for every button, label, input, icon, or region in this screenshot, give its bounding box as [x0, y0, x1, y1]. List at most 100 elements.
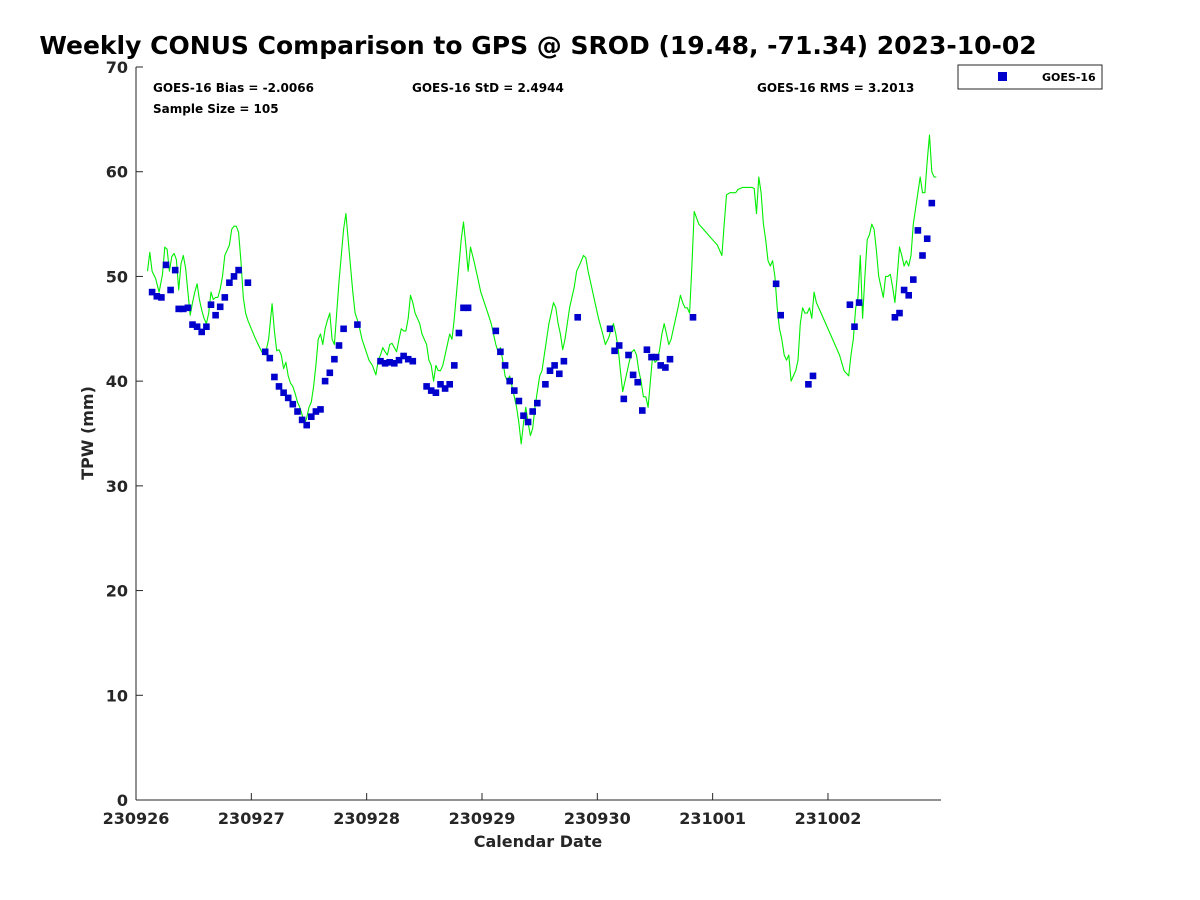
data-point: [511, 387, 518, 394]
data-point: [391, 360, 398, 367]
data-point: [148, 288, 156, 296]
y-tick-label: 50: [106, 267, 128, 286]
data-point: [546, 367, 554, 374]
data-point: [497, 348, 504, 356]
data-point: [244, 279, 252, 286]
data-point: [289, 400, 297, 408]
y-tick-label: 20: [106, 582, 128, 601]
stat-rms: GOES-16 RMS = 3.2013: [757, 81, 914, 95]
data-point: [235, 266, 242, 274]
y-tick-label: 0: [117, 791, 128, 810]
data-point: [326, 369, 334, 377]
data-point: [153, 293, 161, 300]
y-tick-label: 30: [106, 477, 128, 496]
data-point: [377, 357, 384, 365]
data-point: [423, 383, 430, 390]
data-point: [629, 371, 637, 379]
data-point: [226, 279, 233, 286]
data-point: [427, 387, 435, 394]
data-point: [184, 304, 192, 312]
data-point: [524, 418, 532, 426]
data-point: [551, 362, 558, 369]
data-point: [207, 301, 215, 308]
data-point: [180, 305, 187, 313]
data-point: [395, 356, 403, 364]
stat-sample-size: Sample Size = 105: [153, 102, 279, 116]
data-point: [404, 355, 412, 363]
x-tick-label: 230927: [218, 809, 285, 828]
data-point: [648, 353, 655, 361]
data-point: [175, 305, 182, 313]
data-point: [910, 276, 917, 283]
data-point: [634, 378, 641, 386]
data-point: [451, 362, 458, 369]
data-point: [689, 314, 697, 321]
legend-marker: [998, 72, 1007, 81]
data-point: [271, 373, 278, 381]
data-point: [928, 199, 936, 207]
data-point: [460, 304, 467, 312]
data-point: [441, 385, 449, 392]
data-point: [556, 370, 563, 378]
data-point: [230, 273, 238, 280]
series-line: [146, 134, 937, 445]
legend-box: [957, 64, 1103, 90]
data-point: [896, 309, 903, 317]
data-point: [652, 353, 660, 361]
data-point: [666, 355, 674, 363]
data-point: [639, 407, 646, 414]
legend-label-goes16: GOES-16: [1042, 71, 1096, 84]
data-point: [606, 325, 614, 333]
data-point: [611, 347, 618, 355]
data-point: [162, 261, 170, 269]
data-point: [340, 325, 347, 333]
x-tick-label: 230930: [564, 809, 631, 828]
data-point: [158, 294, 165, 301]
data-point: [386, 359, 393, 366]
data-point: [506, 377, 513, 385]
data-point: [167, 286, 174, 294]
data-point: [662, 364, 669, 371]
y-tick-label: 40: [106, 372, 128, 391]
stat-bias: GOES-16 Bias = -2.0066: [153, 81, 314, 95]
data-point: [534, 399, 541, 407]
legend: GOES-16: [957, 64, 1103, 90]
data-point: [914, 227, 922, 234]
data-point: [574, 314, 581, 321]
data-point: [923, 235, 931, 242]
data-point: [275, 383, 283, 390]
data-point: [492, 327, 500, 335]
data-point: [437, 381, 444, 388]
data-point: [284, 394, 292, 402]
data-point: [171, 266, 179, 274]
data-point: [221, 294, 229, 301]
data-point: [432, 389, 440, 396]
data-point: [212, 311, 219, 319]
data-point: [216, 303, 224, 311]
x-tick-label: 231001: [679, 809, 746, 828]
data-point: [317, 406, 324, 413]
data-point: [620, 395, 628, 403]
data-point: [501, 362, 509, 369]
data-point: [905, 292, 912, 299]
data-point: [846, 301, 854, 308]
data-point: [321, 377, 329, 385]
data-point: [520, 412, 527, 419]
data-point: [851, 323, 858, 330]
data-point: [900, 286, 908, 294]
plot-layer: [146, 134, 937, 445]
data-point: [294, 408, 301, 415]
x-tick-label: 230928: [333, 809, 400, 828]
data-point: [805, 381, 812, 388]
data-point: [193, 323, 201, 330]
data-point: [455, 329, 463, 337]
data-point: [625, 351, 632, 359]
stats-annotations: GOES-16 Bias = -2.0066 GOES-16 StD = 2.4…: [153, 81, 914, 116]
data-point: [919, 252, 926, 259]
data-point: [280, 389, 287, 396]
x-tick-label: 231002: [795, 809, 862, 828]
data-point: [354, 321, 361, 328]
stat-std: GOES-16 StD = 2.4944: [412, 81, 564, 95]
data-point: [331, 355, 338, 363]
data-point: [529, 408, 536, 415]
